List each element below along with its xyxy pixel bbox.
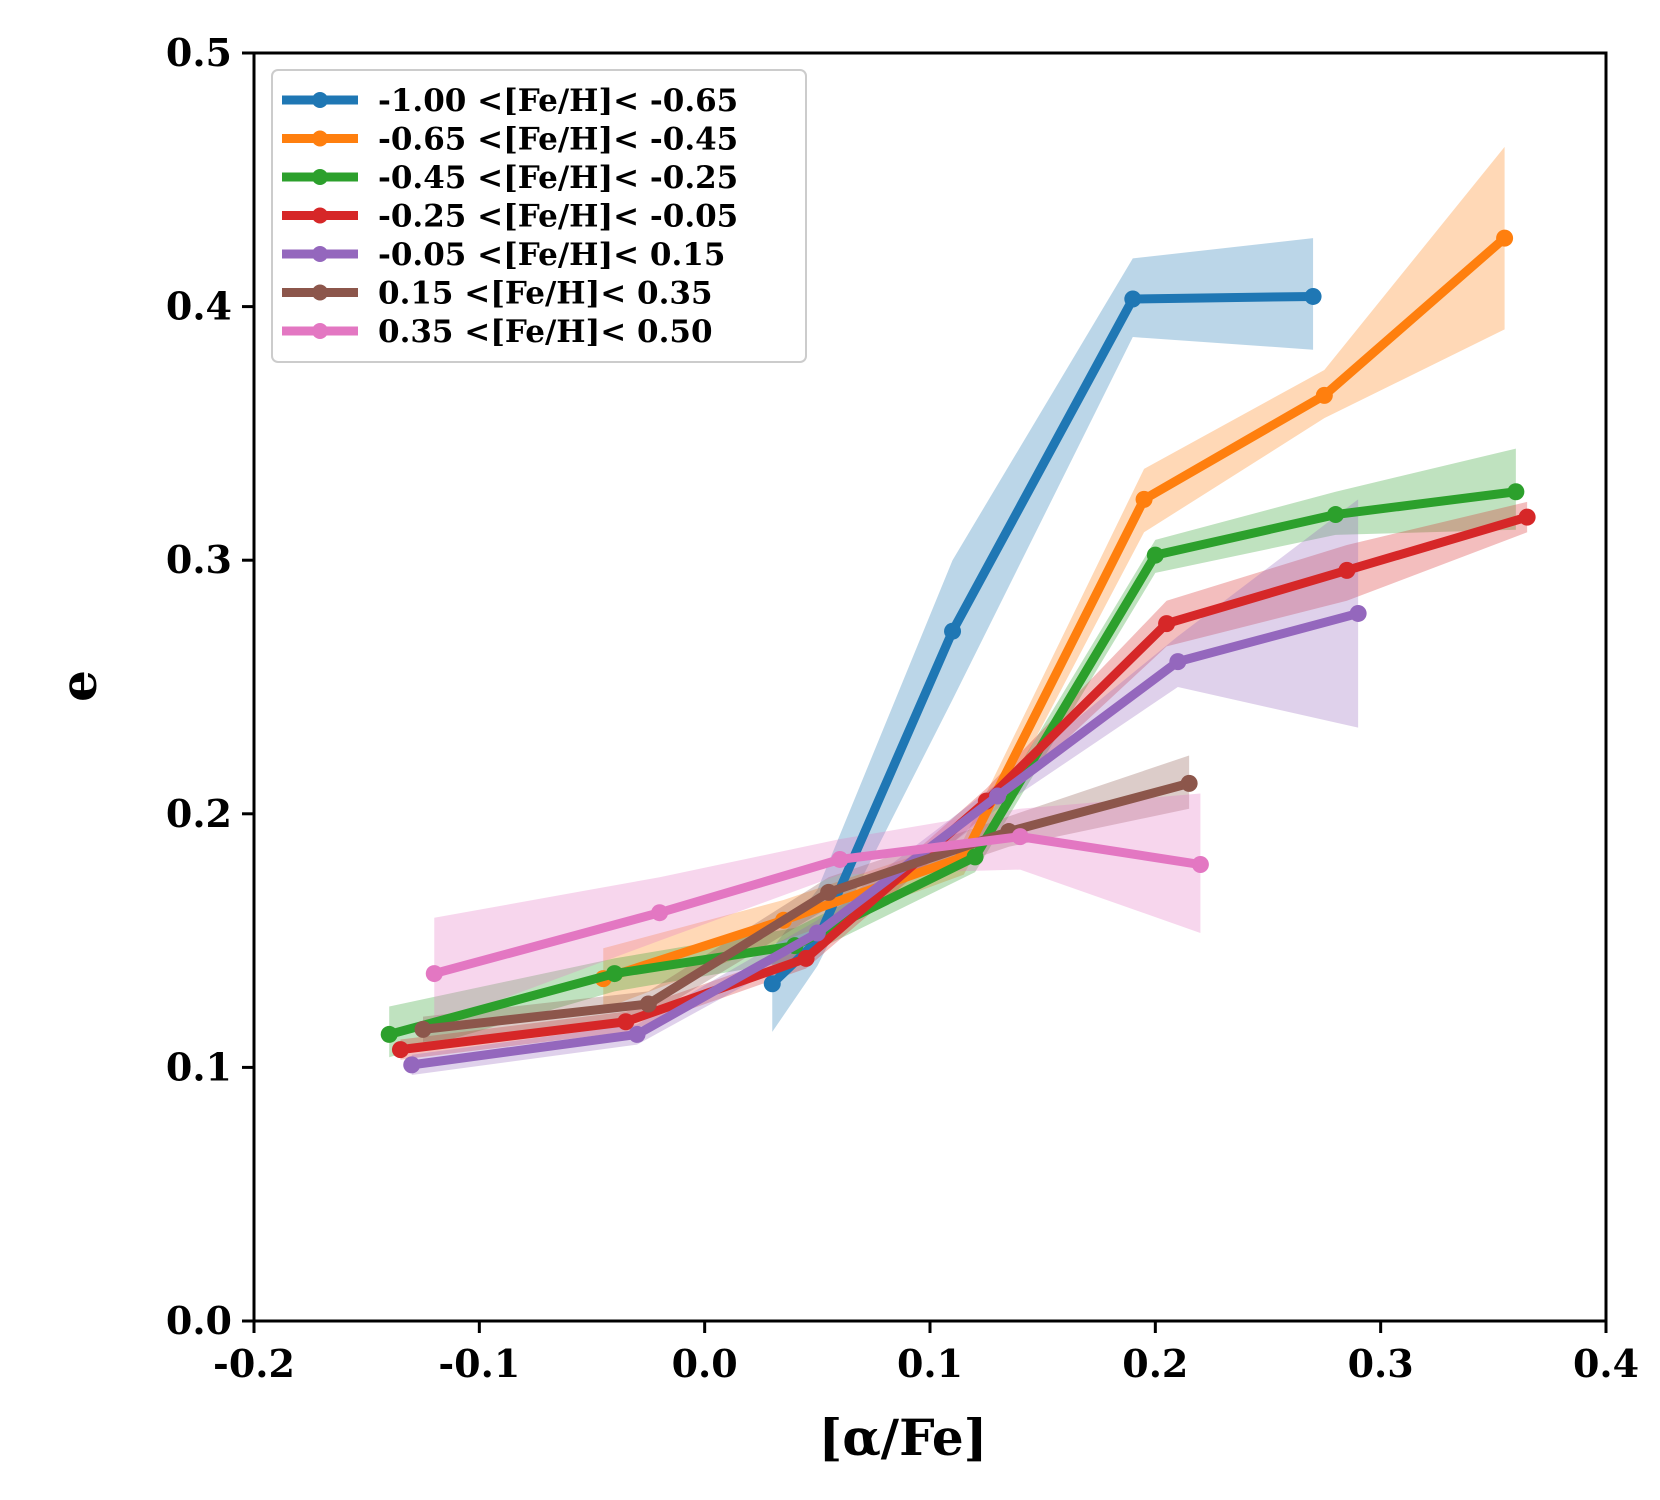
point-series-5-4 [989,787,1007,805]
point-series-6-5 [1180,774,1198,792]
x-tick-label: 0.4 [1573,1341,1639,1386]
y-tick-label: 0.2 [166,791,232,836]
legend-marker-1 [312,92,328,108]
point-series-3-1 [380,1025,398,1043]
point-series-6-1 [414,1020,432,1038]
y-tick-label: 0.3 [166,537,232,582]
point-series-3-5 [1146,546,1164,564]
point-series-7-4 [1011,828,1029,846]
point-series-3-2 [606,965,624,983]
legend-label-2: -0.65 <[Fe/H]< -0.45 [378,122,738,158]
point-series-6-3 [820,883,838,901]
point-series-7-5 [1191,856,1209,874]
point-series-1-5 [1304,287,1322,305]
point-series-2-6 [1496,229,1514,247]
x-axis-ticks: -0.2 -0.1 0.0 0.1 0.2 0.3 0.4 [213,1321,1639,1386]
point-series-1-3 [944,622,962,640]
band-series-1 [772,238,1314,1032]
x-tick-label: 0.1 [897,1341,963,1386]
point-series-3-6 [1327,506,1345,524]
point-series-6-2 [639,995,657,1013]
x-tick-label: 0.3 [1348,1341,1414,1386]
point-series-3-7 [1507,483,1525,501]
legend-label-1: -1.00 <[Fe/H]< -0.65 [378,83,738,119]
point-series-4-1 [391,1041,409,1059]
point-series-1-4 [1124,290,1142,308]
x-tick-label: 0.2 [1122,1341,1188,1386]
point-series-7-3 [831,850,849,868]
legend-box [271,69,807,363]
point-series-7-1 [425,965,443,983]
y-axis-ticks: 0.0 0.1 0.2 0.3 0.4 0.5 [166,30,254,1343]
legend-label-5: -0.05 <[Fe/H]< 0.15 [378,237,725,273]
point-series-4-6 [1338,561,1356,579]
point-series-4-5 [1158,615,1176,633]
legend-marker-5 [312,246,328,262]
point-series-5-5 [1169,653,1187,671]
legend-marker-6 [312,284,328,301]
y-tick-label: 0.4 [166,284,232,329]
x-tick-label: 0.0 [672,1341,738,1386]
point-series-3-4 [966,848,984,866]
x-axis-label: [α/Fe] [819,1408,988,1467]
point-series-4-7 [1518,508,1536,526]
legend-marker-2 [312,130,328,147]
line-series-2 [601,234,1508,983]
legend-marker-4 [312,207,328,224]
legend-label-3: -0.45 <[Fe/H]< -0.25 [378,160,738,196]
legend-label-6: 0.15 <[Fe/H]< 0.35 [378,276,713,312]
y-tick-label: 0.0 [166,1298,232,1343]
point-series-4-3 [797,949,815,967]
band-series-4 [400,501,1528,1060]
point-series-2-5 [1315,386,1333,404]
y-tick-label: 0.5 [166,30,232,75]
band-series-7 [434,793,1201,1025]
point-series-7-2 [651,904,669,922]
legend-marker-3 [312,169,328,185]
legend-label-4: -0.25 <[Fe/H]< -0.05 [378,199,738,235]
y-axis-label: e [49,670,108,702]
point-series-5-3 [808,924,826,942]
legend: -1.00 <[Fe/H]< -0.65-0.65 <[Fe/H]< -0.45… [271,69,807,363]
point-series-5-1 [403,1056,421,1074]
point-series-2-4 [1135,490,1153,508]
point-series-4-2 [617,1013,635,1031]
x-tick-label: -0.1 [438,1341,520,1386]
point-series-5-2 [628,1025,646,1043]
y-tick-label: 0.1 [166,1044,232,1089]
point-series-1-1 [763,975,781,993]
legend-marker-7 [312,323,328,339]
series-lines [380,229,1536,1074]
point-series-5-6 [1349,604,1367,622]
legend-label-7: 0.35 <[Fe/H]< 0.50 [378,314,713,350]
x-tick-label: -0.2 [213,1341,295,1386]
